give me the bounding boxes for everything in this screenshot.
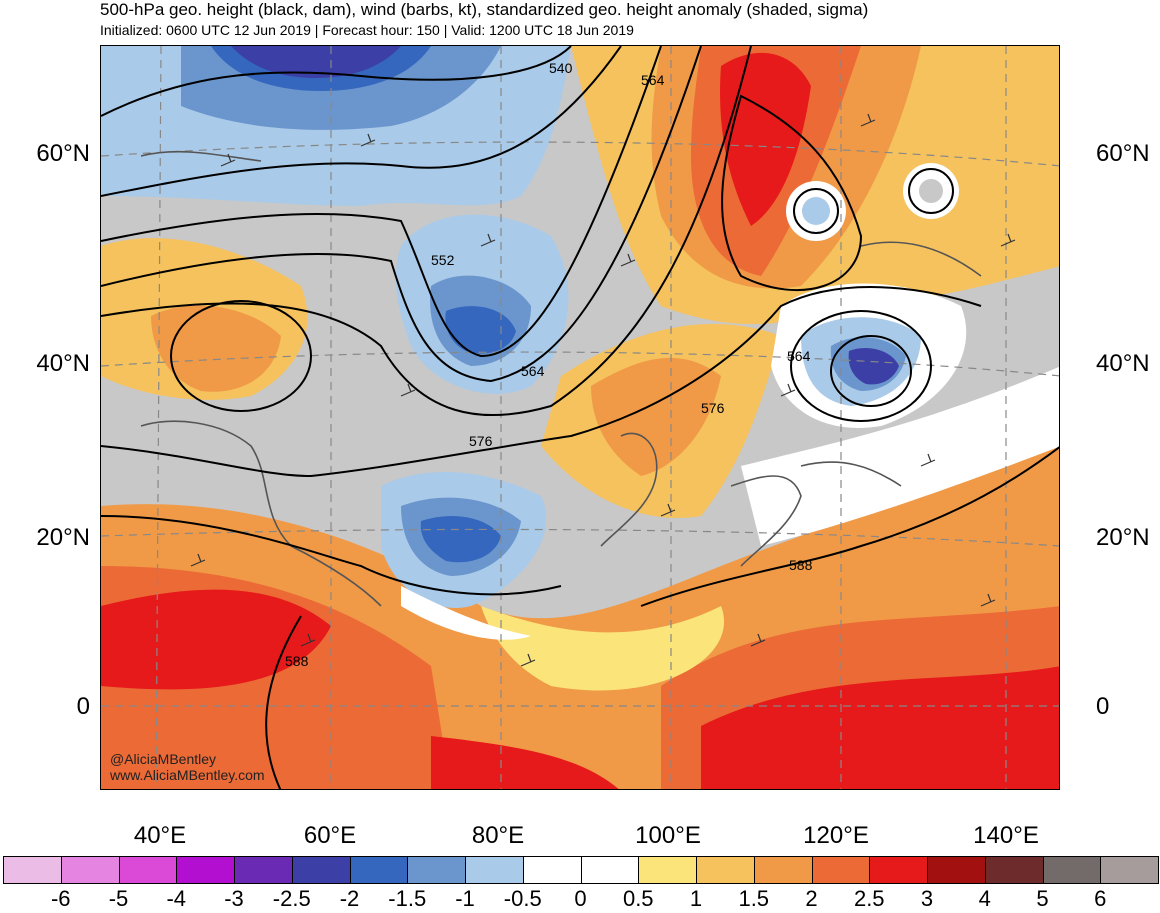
colorbar-label: 0.5 (622, 886, 654, 911)
colorbar-swatch (1100, 856, 1159, 884)
colorbar-label: 0 (574, 886, 587, 911)
lat-label-right: 40°N (1096, 350, 1150, 377)
colorbar-swatch (234, 856, 293, 884)
colorbar-label: 3 (920, 886, 934, 911)
colorbar-swatch (60, 856, 120, 884)
lon-label: 80°E (471, 822, 525, 849)
colorbar-swatch (522, 856, 582, 884)
lon-label: 120°E (803, 822, 869, 849)
colorbar-swatch (811, 856, 871, 884)
colorbar-label: -3 (224, 886, 244, 911)
colorbar-label: -1.5 (388, 886, 427, 911)
colorbar-label: 2 (805, 886, 818, 911)
lat-label-left: 0 (76, 693, 90, 720)
chart-subtitle: Initialized: 0600 UTC 12 Jun 2019 | Fore… (100, 22, 634, 38)
map-panel: 540 564 552 564 576 564 576 588 588 (100, 45, 1060, 790)
colorbar-label: -6 (50, 886, 71, 911)
credit-handle: @AliciaMBentley (110, 751, 217, 767)
map-graphic: 540 564 552 564 576 564 576 588 588 (101, 46, 1059, 789)
colorbar-label: -0.5 (503, 886, 542, 911)
colorbar-swatch (638, 856, 697, 884)
colorbar-swatch (291, 856, 351, 884)
colorbar-swatch (3, 856, 62, 884)
lon-label: 40°E (133, 822, 187, 849)
colorbar-label: -2 (339, 886, 360, 911)
colorbar-label: 4 (978, 886, 991, 911)
colorbar-swatch (580, 856, 640, 884)
colorbar-swatch (1042, 856, 1102, 884)
contour-label: 552 (431, 252, 455, 268)
colorbar-swatch (176, 856, 235, 884)
chart-title: 500-hPa geo. height (black, dam), wind (… (100, 0, 869, 19)
colorbar-label: -2.5 (272, 886, 311, 911)
colorbar-swatch (753, 856, 813, 884)
colorbar-label: 1.5 (738, 886, 770, 911)
contour-label: 588 (789, 557, 813, 573)
colorbar-label: -4 (166, 886, 187, 911)
colorbar-swatch (407, 856, 466, 884)
colorbar-label: 2.5 (853, 886, 885, 911)
colorbar-swatch (696, 856, 755, 884)
contour-label: 576 (469, 433, 493, 449)
colorbar (3, 856, 1159, 884)
lon-label: 140°E (973, 822, 1039, 849)
colorbar-swatch (927, 856, 986, 884)
colorbar-swatch (465, 856, 524, 884)
colorbar-label: 6 (1094, 886, 1107, 911)
contour-label: 564 (521, 363, 545, 379)
lon-label: 100°E (635, 822, 701, 849)
lat-label-right: 0 (1096, 693, 1110, 720)
contour-label: 564 (641, 72, 665, 88)
credit-url: www.AliciaMBentley.com (110, 767, 265, 783)
lat-label-left: 20°N (36, 524, 90, 551)
colorbar-swatch (984, 856, 1044, 884)
colorbar-label: -1 (455, 886, 475, 911)
lat-label-left: 60°N (36, 140, 90, 167)
colorbar-swatch (118, 856, 178, 884)
contour-label: 564 (787, 348, 811, 364)
colorbar-swatch (869, 856, 928, 884)
colorbar-swatch (349, 856, 409, 884)
lat-label-right: 20°N (1096, 524, 1150, 551)
contour-label: 576 (701, 400, 725, 416)
contour-label: 588 (285, 653, 309, 669)
colorbar-label: 1 (689, 886, 703, 911)
contour-label: 540 (549, 60, 573, 76)
lat-label-left: 40°N (36, 350, 90, 377)
colorbar-label: 5 (1036, 886, 1049, 911)
lat-label-right: 60°N (1096, 140, 1150, 167)
colorbar-label: -5 (108, 886, 129, 911)
lon-label: 60°E (303, 822, 357, 849)
